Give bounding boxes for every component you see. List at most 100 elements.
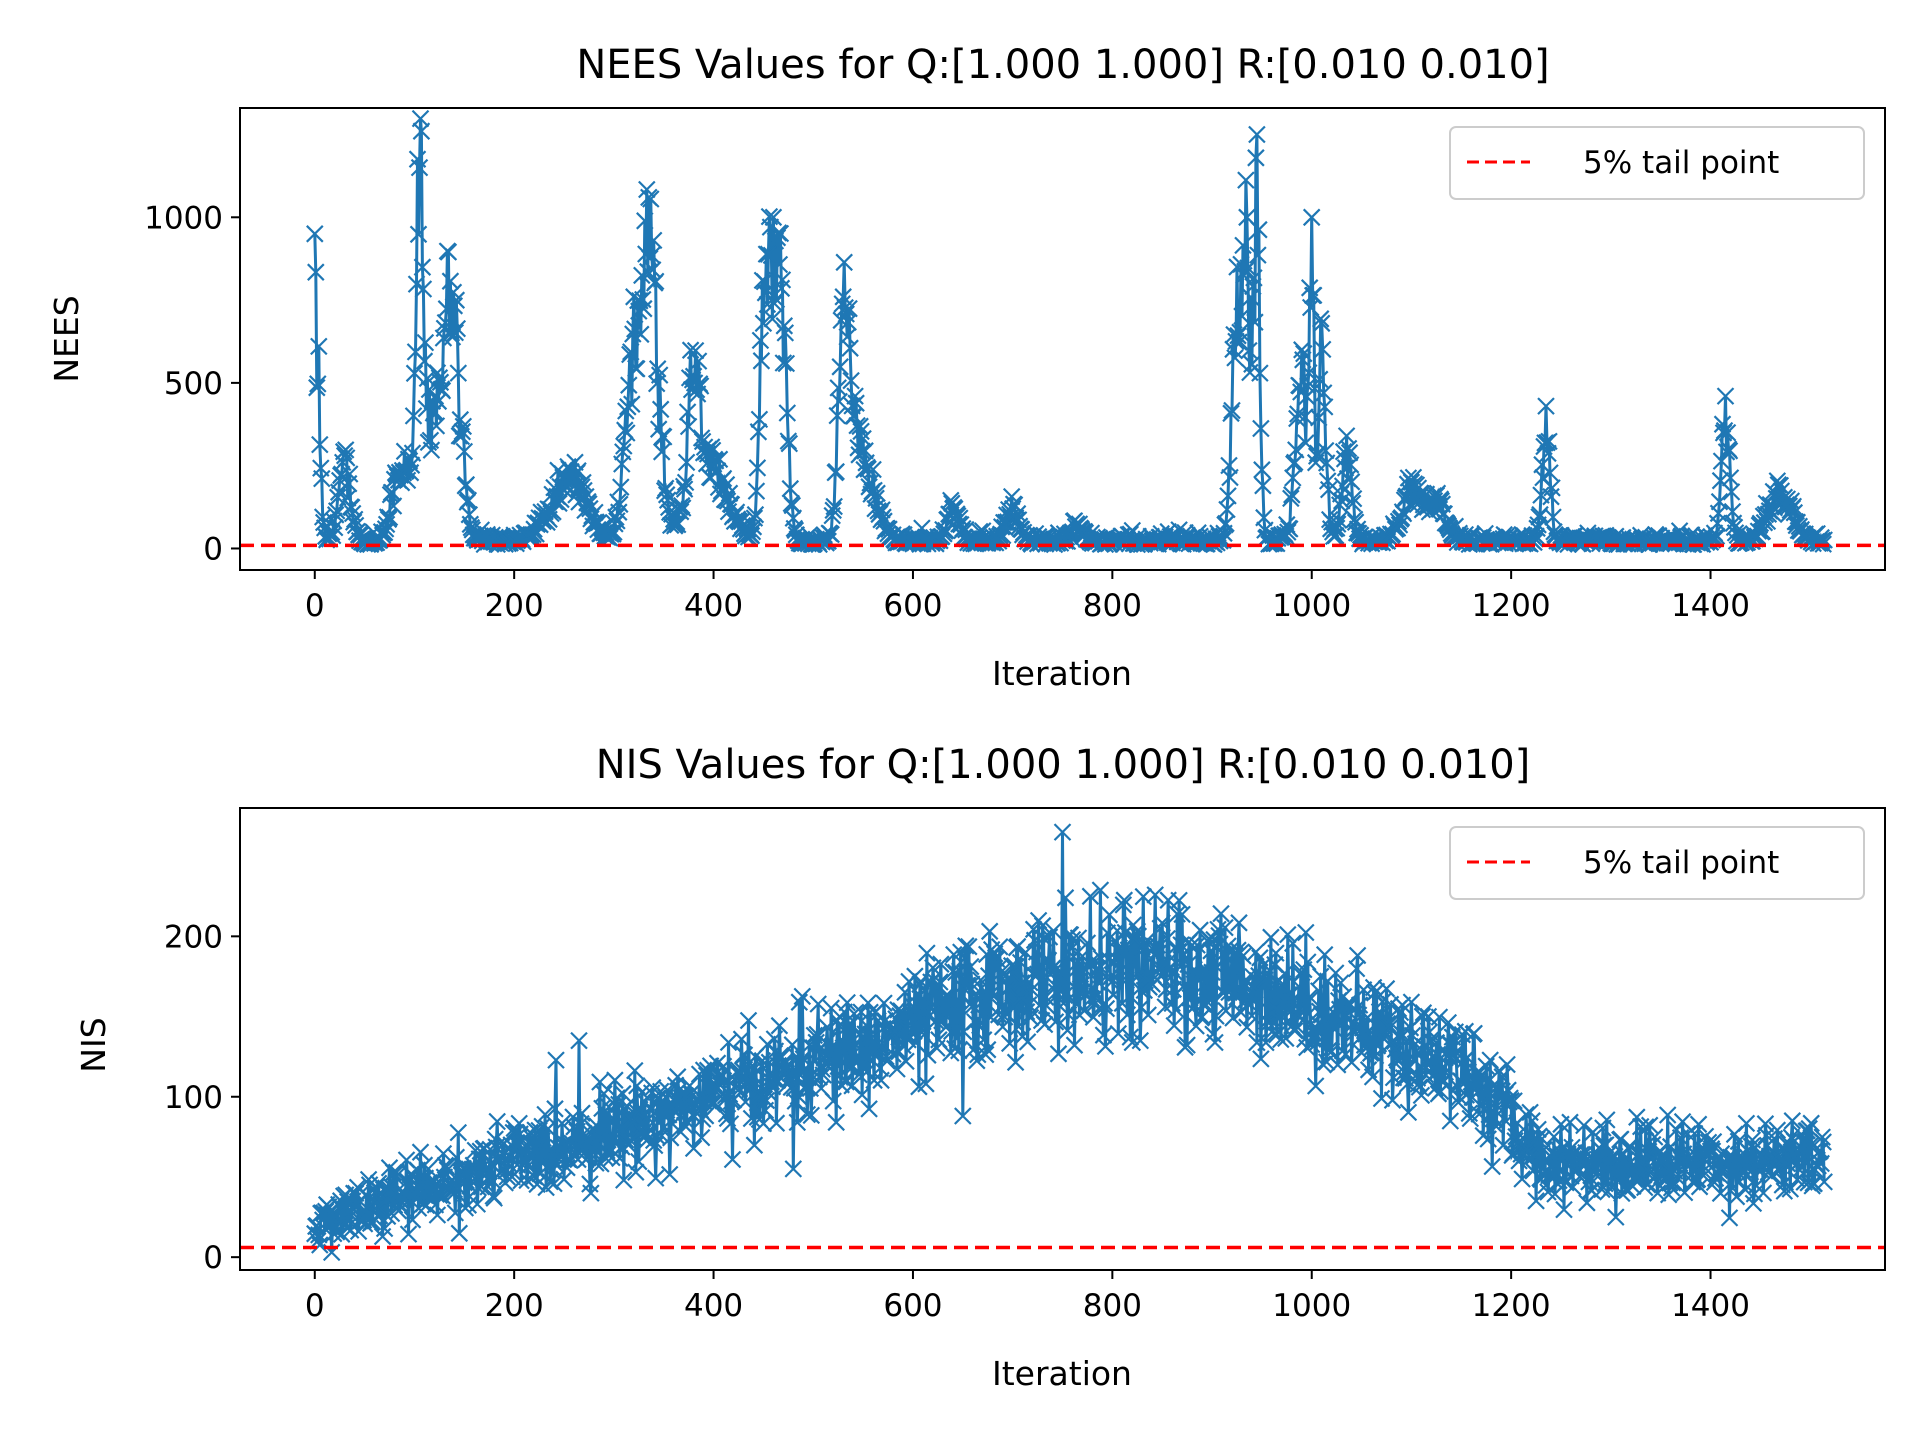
- data-point: [1467, 1079, 1485, 1098]
- data-point: [1296, 408, 1314, 426]
- data-point: [1182, 937, 1200, 955]
- data-point: [1120, 953, 1139, 971]
- data-point: [927, 1012, 945, 1030]
- data-point: [1281, 520, 1299, 538]
- data-point: [414, 280, 433, 298]
- data-point: [642, 246, 661, 265]
- data-point: [1541, 464, 1559, 482]
- data-point: [729, 1061, 748, 1079]
- data-point: [1800, 1119, 1818, 1138]
- data-point: [504, 1123, 522, 1142]
- data-point: [326, 506, 345, 524]
- data-point: [1253, 461, 1271, 479]
- data-point: [1815, 1173, 1833, 1191]
- data-point: [403, 1211, 422, 1229]
- data-point: [714, 1057, 733, 1076]
- data-point: [684, 1139, 703, 1158]
- data-point: [533, 1117, 551, 1136]
- data-point: [789, 1087, 808, 1106]
- data-point: [978, 1040, 997, 1059]
- x-tick-label: 800: [1083, 1288, 1142, 1324]
- x-tick-label: 1400: [1671, 588, 1750, 624]
- data-point: [485, 1189, 503, 1207]
- data-point: [764, 208, 783, 227]
- data-point: [784, 1160, 803, 1178]
- data-point: [1690, 1177, 1709, 1196]
- data-point: [1202, 942, 1220, 960]
- data-point: [777, 354, 796, 373]
- data-point: [1196, 962, 1214, 981]
- chart-nees: NEES Values for Q:[1.000 1.000] R:[0.010…: [47, 42, 1886, 693]
- data-point: [1307, 447, 1326, 465]
- data-point: [827, 462, 845, 481]
- data-point: [1044, 922, 1063, 940]
- chart-nis-legend: 5% tail point: [1449, 826, 1865, 900]
- data-point: [1167, 1001, 1185, 1019]
- data-point: [446, 1204, 465, 1222]
- data-point: [601, 1112, 619, 1131]
- data-point: [445, 297, 464, 315]
- data-point: [1276, 964, 1294, 983]
- data-point: [1409, 1075, 1428, 1093]
- x-tick-label: 1000: [1272, 588, 1351, 624]
- data-point: [1100, 906, 1119, 924]
- data-point: [946, 1039, 964, 1058]
- data-point: [974, 1031, 993, 1049]
- data-point: [935, 989, 953, 1007]
- data-point: [1493, 1068, 1511, 1086]
- data-point: [918, 944, 936, 962]
- x-tick-label: 400: [684, 1288, 743, 1324]
- data-point: [1209, 920, 1227, 939]
- data-point: [761, 218, 780, 236]
- data-point: [710, 450, 729, 469]
- data-point: [1076, 980, 1095, 998]
- data-point: [1312, 314, 1331, 333]
- data-point: [1309, 408, 1328, 427]
- data-point: [1028, 965, 1047, 983]
- data-point: [386, 1168, 405, 1186]
- data-point: [770, 255, 789, 274]
- data-point: [327, 502, 346, 520]
- data-point: [1272, 1030, 1290, 1049]
- data-point: [1222, 404, 1240, 423]
- data-point: [1370, 1003, 1389, 1021]
- data-point: [455, 442, 474, 461]
- data-point: [860, 1100, 878, 1118]
- data-point: [621, 345, 639, 364]
- data-point: [793, 987, 812, 1006]
- data-point: [1287, 441, 1305, 459]
- data-point: [1251, 364, 1269, 382]
- data-point: [798, 1105, 817, 1124]
- data-point: [346, 516, 365, 535]
- data-point: [674, 477, 693, 496]
- data-point: [405, 364, 424, 383]
- data-point: [1781, 1180, 1800, 1198]
- data-point: [644, 231, 663, 250]
- data-point: [1139, 1006, 1157, 1024]
- data-point: [824, 501, 842, 520]
- data-point: [1022, 981, 1041, 999]
- data-point: [1331, 974, 1350, 992]
- data-point: [626, 1061, 644, 1080]
- data-point: [746, 505, 765, 524]
- data-point: [1164, 980, 1182, 999]
- data-point: [875, 994, 893, 1012]
- data-point: [677, 453, 696, 472]
- data-point: [1117, 971, 1136, 989]
- data-point: [675, 480, 694, 498]
- data-point: [671, 502, 690, 521]
- data-point: [1523, 1112, 1541, 1130]
- data-point: [975, 982, 994, 1001]
- data-point: [309, 375, 327, 393]
- data-point: [539, 1120, 557, 1138]
- data-point: [1474, 1126, 1492, 1145]
- data-point: [1283, 486, 1301, 504]
- data-point: [1003, 999, 1022, 1017]
- data-point: [1430, 1008, 1449, 1026]
- data-point: [1336, 459, 1355, 477]
- data-point: [550, 494, 568, 513]
- data-point: [1479, 1130, 1497, 1148]
- data-point: [771, 224, 790, 243]
- chart-nees-title: NEES Values for Q:[1.000 1.000] R:[0.010…: [576, 42, 1549, 88]
- data-point: [805, 1026, 824, 1045]
